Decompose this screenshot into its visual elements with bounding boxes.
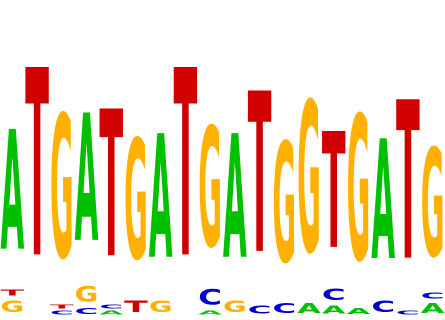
logo-letter-C: C [322, 285, 346, 304]
logo-letter-T: T [25, 17, 49, 316]
logo-letter-T: T [99, 70, 123, 304]
logo-letter-G: G [223, 298, 247, 316]
logo-letter-A: A [421, 300, 445, 316]
logo-letter-T: T [124, 298, 148, 316]
logo-letter-C: C [99, 304, 123, 310]
logo-letter-A: A [371, 105, 395, 297]
logo-letter-A: A [322, 304, 346, 316]
logo-letter-A: A [198, 310, 222, 316]
logo-letter-C: C [248, 304, 272, 316]
logo-letter-A: A [297, 300, 322, 316]
logo-letter-G: G [50, 76, 74, 304]
logo-letter-A: A [75, 77, 99, 282]
logo-letter-C: C [75, 307, 99, 316]
logo-letter-G: G [272, 109, 296, 300]
logo-letter-A: A [0, 96, 24, 288]
logo-letter-T: T [174, 17, 198, 316]
logo-letter-C: C [371, 298, 395, 317]
logo-letter-T: T [0, 288, 25, 297]
logo-letter-A: A [347, 307, 372, 316]
logo-letter-G: G [421, 120, 445, 292]
logo-letter-T: T [322, 100, 346, 285]
logo-letter-T: T [396, 57, 420, 310]
logo-letter-G: G [0, 298, 24, 316]
logo-letter-C: C [396, 310, 420, 316]
logo-letter-T: T [50, 304, 74, 310]
logo-letter-C: C [50, 310, 74, 316]
logo-letter-A: A [99, 310, 123, 316]
logo-letter-G: G [198, 94, 222, 285]
logo-letter-C: C [272, 300, 296, 316]
logo-letter-T: T [248, 48, 272, 304]
logo-letter-A: A [149, 99, 173, 297]
logo-letter-G: G [149, 298, 173, 316]
logo-letter-G: G [297, 59, 321, 300]
logo-letter-G: G [75, 282, 99, 307]
logo-letter-A: A [223, 99, 247, 297]
logo-letter-G: G [124, 106, 148, 297]
logo-letter-C: C [198, 286, 222, 310]
logo-letter-G: G [347, 76, 371, 307]
logo-letter-C: C [421, 291, 445, 300]
